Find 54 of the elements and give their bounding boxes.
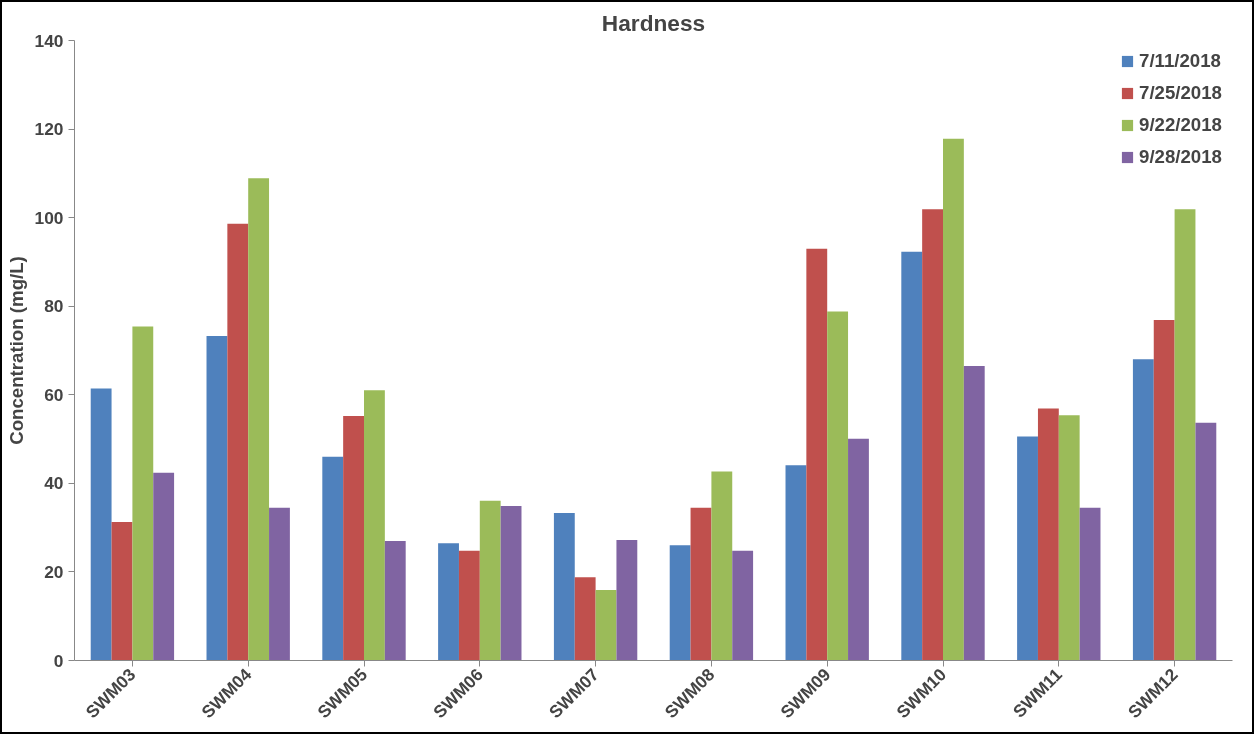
bar [1017,436,1038,661]
bar [1058,415,1080,661]
bar [901,251,923,661]
legend-label: 9/22/2018 [1139,114,1222,136]
bar [343,416,364,661]
bar [1174,209,1196,661]
bar [553,513,575,661]
y-axis-title: Concentration (mg/L) [5,256,27,445]
legend-label: 9/28/2018 [1139,146,1222,168]
bar [153,472,175,661]
bar [922,209,943,661]
bar [111,521,133,661]
bar [132,326,154,661]
bar [785,465,807,661]
bar [595,590,617,661]
y-tick-label: 140 [34,30,64,51]
bar [616,540,638,661]
y-tick-label: 80 [44,296,64,317]
y-tick-label: 60 [44,384,64,405]
bar [943,138,964,661]
y-tick-label: 100 [34,207,64,228]
bar [1037,408,1059,661]
bar [848,438,869,661]
legend-label: 7/11/2018 [1139,50,1221,72]
bar [248,178,270,661]
bar [384,540,406,661]
y-tick-label: 0 [53,650,64,671]
bar [827,311,849,661]
bar [1132,359,1154,661]
bar [690,507,712,661]
bar [669,545,691,661]
bar [963,366,985,661]
bar [574,577,596,661]
bar [227,223,249,661]
bar [1079,507,1101,661]
bar [458,550,480,661]
bar [806,248,828,661]
bar [269,507,290,661]
bar [364,390,385,661]
bar [206,335,228,661]
y-tick-label: 40 [44,473,64,494]
bar [438,543,459,661]
bar [479,500,501,661]
bar [1195,422,1217,661]
bar [500,505,522,661]
legend-label: 7/25/2018 [1139,82,1222,104]
bar [322,456,344,661]
chart-title: Hardness [601,9,706,36]
bar [1153,319,1175,661]
bar [711,471,733,661]
y-tick-label: 120 [34,119,64,140]
bar [90,388,112,661]
y-tick-label: 20 [44,561,64,582]
bar [732,550,754,661]
